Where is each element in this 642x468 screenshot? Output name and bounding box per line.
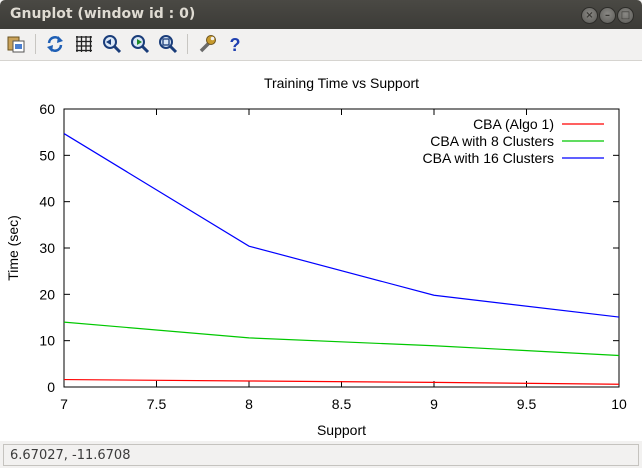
toolbar-separator: [35, 34, 36, 54]
x-tick-label: 10: [611, 396, 627, 412]
legend-label: CBA (Algo 1): [473, 116, 554, 132]
title-bar[interactable]: Gnuplot (window id : 0) × – □: [0, 0, 642, 29]
copy-to-clipboard-icon[interactable]: [6, 34, 26, 54]
previous-zoom-icon[interactable]: [102, 34, 122, 54]
x-tick-label: 8: [245, 396, 253, 412]
x-tick-label: 7: [60, 396, 68, 412]
cursor-coordinates: 6.67027, -11.6708: [10, 448, 131, 463]
settings-icon[interactable]: [197, 34, 217, 54]
legend-label: CBA with 16 Clusters: [423, 150, 555, 166]
window-title: Gnuplot (window id : 0): [10, 6, 196, 22]
line-chart[interactable]: Training Time vs Support 7 7.5 8 8.5 9 9.5 10 0 1…: [0, 61, 642, 441]
plot-area[interactable]: Training Time vs Support 7 7.5 8 8.5 9 9.5 10 0 1…: [0, 61, 642, 441]
maximize-button[interactable]: □: [617, 7, 634, 24]
status-box: 6.67027, -11.6708: [3, 444, 639, 466]
x-tick-label: 7.5: [147, 396, 167, 412]
minimize-icon: –: [605, 10, 610, 21]
x-tick-label: 9.5: [517, 396, 537, 412]
y-tick-label: 30: [39, 240, 55, 256]
replot-icon[interactable]: [45, 34, 65, 54]
autoscale-icon[interactable]: [158, 34, 178, 54]
y-tick-label: 0: [47, 379, 55, 395]
status-bar: 6.67027, -11.6708: [0, 442, 642, 468]
y-tick-label: 10: [39, 333, 55, 349]
next-zoom-icon[interactable]: [130, 34, 150, 54]
toolbar: ?: [0, 29, 642, 61]
y-axis-label: Time (sec): [5, 215, 21, 281]
series-line-3: [63, 133, 620, 318]
minimize-button[interactable]: –: [599, 7, 616, 24]
close-button[interactable]: ×: [581, 7, 598, 24]
x-tick-label: 8.5: [332, 396, 352, 412]
y-tick-label: 40: [39, 194, 55, 210]
toolbar-separator: [187, 34, 188, 54]
y-tick-label: 60: [39, 101, 55, 117]
legend-label: CBA with 8 Clusters: [430, 133, 554, 149]
svg-text:?: ?: [230, 35, 241, 54]
series-line-2: [63, 321, 620, 357]
x-axis-label: Support: [317, 422, 366, 438]
x-tick-label: 9: [430, 396, 438, 412]
grid-icon[interactable]: [74, 34, 94, 54]
help-icon[interactable]: ?: [225, 34, 245, 54]
close-icon: ×: [585, 10, 594, 21]
y-tick-label: 50: [39, 147, 55, 163]
maximize-icon: □: [620, 10, 631, 21]
chart-title: Training Time vs Support: [264, 75, 419, 91]
series-line-1: [63, 378, 620, 385]
y-tick-label: 20: [39, 286, 55, 302]
